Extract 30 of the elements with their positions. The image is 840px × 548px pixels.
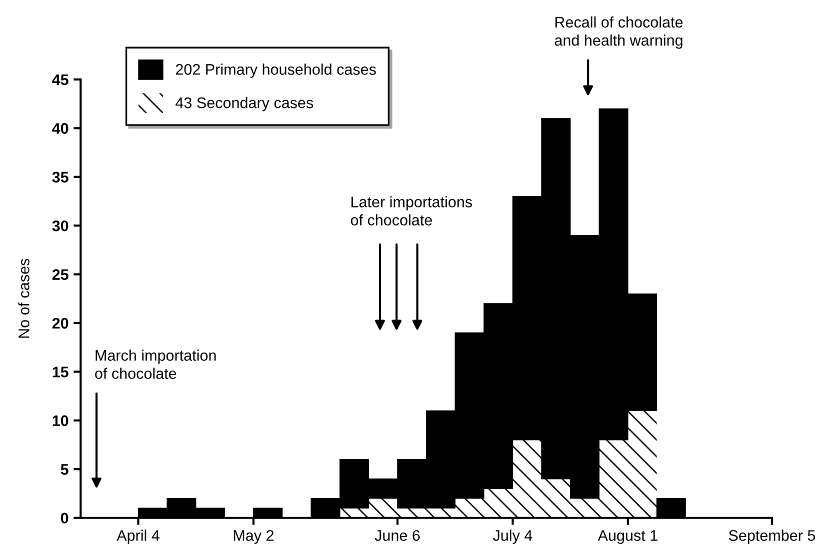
bar [599,440,628,518]
x-tick-label: April 4 [116,530,160,544]
bar [455,498,484,518]
y-tick-label: 5 [60,464,68,475]
bar [542,478,570,518]
x-tick-label: September 5 [728,530,816,544]
bar [368,498,398,518]
y-tick-label: 35 [52,172,68,183]
annotation: March importation of chocolate [95,350,216,379]
x-tick-label: June 6 [374,530,420,541]
y-tick-label: 10 [52,415,68,426]
y-tick-label: 15 [52,366,68,378]
y-tick-label: 25 [52,269,68,280]
y-tick-label: 45 [52,74,68,86]
x-tick-label: May 2 [234,530,274,544]
bar [512,440,542,518]
y-tick-label: 20 [52,318,68,329]
bar [484,488,513,518]
y-tick-label: 40 [52,123,68,134]
y-axis-title: No of cases [18,258,30,338]
annotation: Later importations of chocolate [350,196,472,226]
legend-label: 202 Primary household cases [176,64,376,78]
bar [570,498,600,518]
x-tick-label: July 4 [493,530,532,544]
y-tick-label: 30 [52,220,68,232]
legend-label: 43 Secondary cases [176,96,314,112]
x-tick-label: August 1 [598,530,658,544]
bar [628,410,657,518]
y-tick-label: 0 [60,512,68,524]
text: Recall of chocolate and health warning [554,16,683,49]
